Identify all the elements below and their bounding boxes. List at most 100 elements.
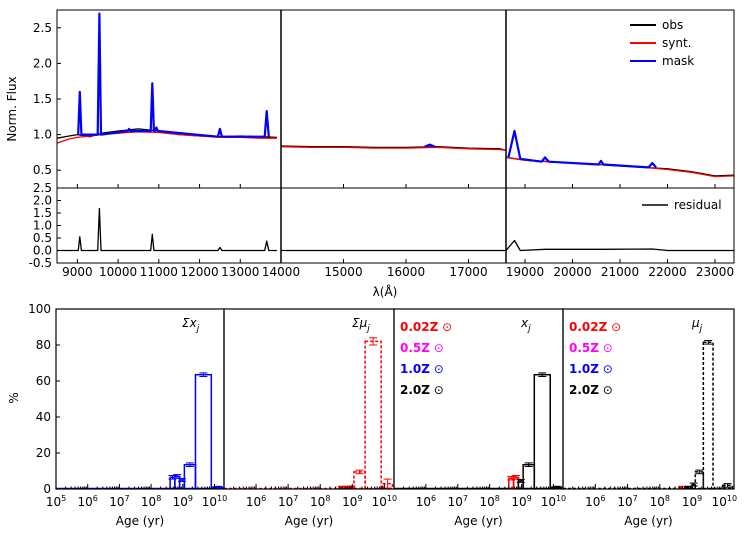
age-tick-label: 1010 (712, 494, 737, 509)
metallicity-label-z002: 0.02Z ⊙ (569, 320, 621, 334)
percent-tick-label: 60 (36, 374, 51, 388)
wavelength-tick-label: 20000 (553, 265, 591, 279)
bar (522, 463, 536, 489)
bar (533, 373, 551, 489)
subpanel-frame (393, 308, 564, 490)
age-x-label: Age (yr) (624, 514, 672, 528)
metallicity-label-z10: 1.0Z ⊙ (400, 362, 444, 376)
age-tick-label: 107 (109, 494, 129, 509)
legend-label-obs: obs (662, 18, 683, 32)
spectrum-panel: 0.5 1.0 1.5 2.0 2.5 obs synt. mask (33, 9, 735, 189)
residual-y-tick-label: 1.5 (33, 206, 52, 220)
wavelength-tick-label: 14000 (262, 265, 300, 279)
percent-tick-label: 40 (36, 410, 51, 424)
series-mask-seg2 (507, 129, 657, 169)
age-tick-label: 1010 (541, 494, 566, 509)
age-tick-label: 105 (46, 494, 66, 509)
subpanel-title: Σxj (182, 316, 200, 334)
sfh-subpanel-4: 106 107 108 109 1010 Age (yr) μj 0.02Z ⊙ 0.5Z ⊙ 1… (562, 308, 737, 528)
age-tick-label: 109 (342, 494, 362, 509)
wavelength-tick-label: 11000 (140, 265, 178, 279)
age-tick-label: 108 (141, 494, 161, 509)
age-x-label: Age (yr) (285, 514, 333, 528)
age-tick-label: 106 (585, 494, 605, 509)
spectrum-y-tick-label: 2.0 (33, 56, 52, 70)
age-tick-label: 108 (479, 494, 499, 509)
subpanel-title: Σμj (352, 316, 370, 334)
age-tick-label: 107 (617, 494, 637, 509)
sfh-subpanel-2: 106 107 108 109 1010 Age (yr) Σμj (223, 308, 397, 528)
sfh-subpanel-3: 106 107 108 109 1010 Age (yr) xj 0.02Z ⊙ 0.5Z ⊙ 1… (393, 308, 566, 528)
wavelength-tick-label: 16000 (387, 265, 425, 279)
percent-y-label: % (7, 392, 21, 403)
age-tick-label: 108 (310, 494, 330, 509)
subpanel-frame (562, 308, 735, 490)
age-tick-label: 1010 (372, 494, 397, 509)
percent-tick-label: 80 (36, 338, 51, 352)
residual-y-tick-label: 2.5 (33, 181, 52, 195)
percent-tick-label: 0 (43, 482, 51, 496)
metallicity-label-z05: 0.5Z ⊙ (569, 341, 613, 355)
wavelength-tick-label: 9000 (62, 265, 93, 279)
percent-tick-label: 20 (36, 446, 51, 460)
age-tick-label: 1010 (202, 494, 227, 509)
residual-y-tick-label: -0.5 (29, 256, 52, 270)
series-mask-seg1 (424, 143, 436, 148)
percent-tick-label: 100 (28, 302, 51, 316)
wavelength-tick-label: 23000 (696, 265, 734, 279)
series-obs-seg1 (281, 145, 506, 151)
bar (382, 482, 394, 489)
subpanel-frame (55, 308, 225, 490)
wavelength-tick-label: 17000 (449, 265, 487, 279)
series-mask-seg0 (77, 12, 270, 138)
subpanel-frame (223, 308, 395, 490)
spectrum-y-tick-label: 1.5 (33, 92, 52, 106)
wavelength-tick-label: 10000 (99, 265, 137, 279)
legend-label-synt: synt. (662, 36, 691, 50)
spectrum-y-tick-label: 1.0 (33, 128, 52, 142)
bar (694, 471, 705, 489)
age-tick-label: 106 (416, 494, 436, 509)
bar (702, 341, 714, 489)
wavelength-tick-label: 22000 (648, 265, 686, 279)
age-tick-label: 109 (511, 494, 531, 509)
legend-label-residual: residual (674, 198, 722, 212)
bar (721, 484, 734, 489)
residual-panel: -0.50.00.51.01.52.02.5 9000 10000 11000 1200… (29, 181, 735, 279)
residual-y-tick-label: 0.5 (33, 231, 52, 245)
spectrum-y-tick-label: 2.5 (33, 21, 52, 35)
sfh-subpanel-1: 105 106 107 108 109 1010 Age (yr) Σxj (46, 308, 227, 528)
wavelength-tick-label: 15000 (324, 265, 362, 279)
wavelength-x-label: λ(Å) (373, 284, 398, 299)
bar (353, 471, 366, 489)
age-tick-label: 108 (650, 494, 670, 509)
age-tick-label: 106 (78, 494, 98, 509)
bar (364, 340, 382, 489)
age-tick-label: 107 (278, 494, 298, 509)
age-tick-label: 106 (246, 494, 266, 509)
age-x-label: Age (yr) (454, 514, 502, 528)
age-tick-label: 109 (173, 494, 193, 509)
residual-y-tick-label: 1.0 (33, 219, 52, 233)
series-synt-seg2 (506, 156, 734, 178)
wavelength-tick-label: 21000 (601, 265, 639, 279)
residual-y-tick-label: 2.0 (33, 194, 52, 208)
series-synt-seg1 (281, 146, 506, 151)
wavelength-tick-label: 13000 (221, 265, 259, 279)
spectrum-y-tick-label: 0.5 (33, 163, 52, 177)
residual-y-tick-label: 0.0 (33, 244, 52, 258)
age-tick-label: 107 (448, 494, 468, 509)
metallicity-label-z20: 2.0Z ⊙ (400, 383, 444, 397)
legend-label-mask: mask (662, 54, 694, 68)
spectrum-frame (56, 9, 735, 189)
series-residual-seg0 (57, 207, 277, 252)
spectrum-y-label: Norm. Flux (5, 76, 19, 141)
metallicity-label-z002: 0.02Z ⊙ (400, 320, 452, 334)
bar (183, 463, 197, 489)
metallicity-label-z10: 1.0Z ⊙ (569, 362, 613, 376)
subpanel-title: xj (520, 316, 531, 334)
residual-frame (56, 187, 735, 264)
bar (194, 373, 213, 489)
